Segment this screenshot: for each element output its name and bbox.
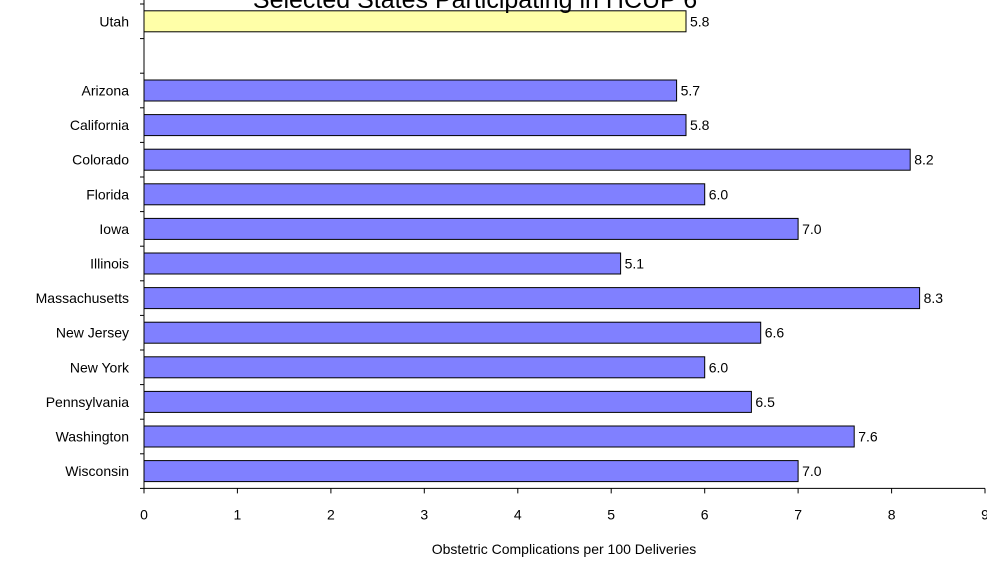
category-label: Iowa <box>99 221 129 237</box>
value-label: 7.0 <box>802 463 822 479</box>
category-label: California <box>70 117 129 133</box>
x-tick-label: 4 <box>514 506 522 522</box>
value-label: 6.0 <box>709 186 729 202</box>
bar-pennsylvania <box>143 390 752 413</box>
x-tick-label: 3 <box>420 506 428 522</box>
x-tick-label: 1 <box>234 506 242 522</box>
value-label: 8.3 <box>924 290 944 306</box>
value-label: 6.6 <box>765 325 785 341</box>
bar-illinois <box>143 252 622 275</box>
x-tick-label: 9 <box>981 506 987 522</box>
category-label: Wisconsin <box>65 463 129 479</box>
category-label: Utah <box>99 13 129 29</box>
category-label: New York <box>70 359 130 375</box>
category-label: Washington <box>56 429 129 445</box>
bar-wisconsin <box>143 460 799 483</box>
value-label: 7.0 <box>802 221 822 237</box>
category-label: Colorado <box>72 152 129 168</box>
value-label: 5.8 <box>690 117 710 133</box>
bar-florida <box>143 183 706 206</box>
value-label: 5.7 <box>681 83 701 99</box>
category-label: Pennsylvania <box>46 394 129 410</box>
x-tick-label: 2 <box>327 506 335 522</box>
bar-massachusetts <box>143 287 921 310</box>
category-label: Illinois <box>90 256 129 272</box>
bar-new-york <box>143 356 706 379</box>
bar-iowa <box>143 217 799 240</box>
bar-california <box>143 114 687 137</box>
category-label: Massachusetts <box>36 290 129 306</box>
bar-washington <box>143 425 855 448</box>
bar-arizona <box>143 79 678 102</box>
chart-title: Selected States Participating in HCUP 6 <box>252 0 698 14</box>
x-tick-label: 6 <box>701 506 709 522</box>
bar-colorado <box>143 148 911 171</box>
value-label: 6.5 <box>755 394 775 410</box>
x-tick-label: 8 <box>888 506 896 522</box>
x-tick-label: 7 <box>794 506 802 522</box>
bar-new-jersey <box>143 321 762 344</box>
value-label: 5.1 <box>625 256 645 272</box>
value-label: 6.0 <box>709 359 729 375</box>
axes-group <box>140 0 986 494</box>
x-tick-label: 5 <box>607 506 615 522</box>
category-label: Arizona <box>82 83 130 99</box>
x-axis-title: Obstetric Complications per 100 Deliveri… <box>431 541 697 557</box>
value-label: 8.2 <box>914 152 934 168</box>
labels-group: 5.8 Utah 5.7 Arizona 5.8 California 8.2 Colorad… <box>36 13 987 522</box>
bars-group <box>143 10 921 483</box>
value-label: 7.6 <box>858 429 878 445</box>
value-label: 5.8 <box>690 13 710 29</box>
category-label: New Jersey <box>56 325 129 341</box>
x-tick-label: 0 <box>140 506 148 522</box>
category-label: Florida <box>86 186 129 202</box>
